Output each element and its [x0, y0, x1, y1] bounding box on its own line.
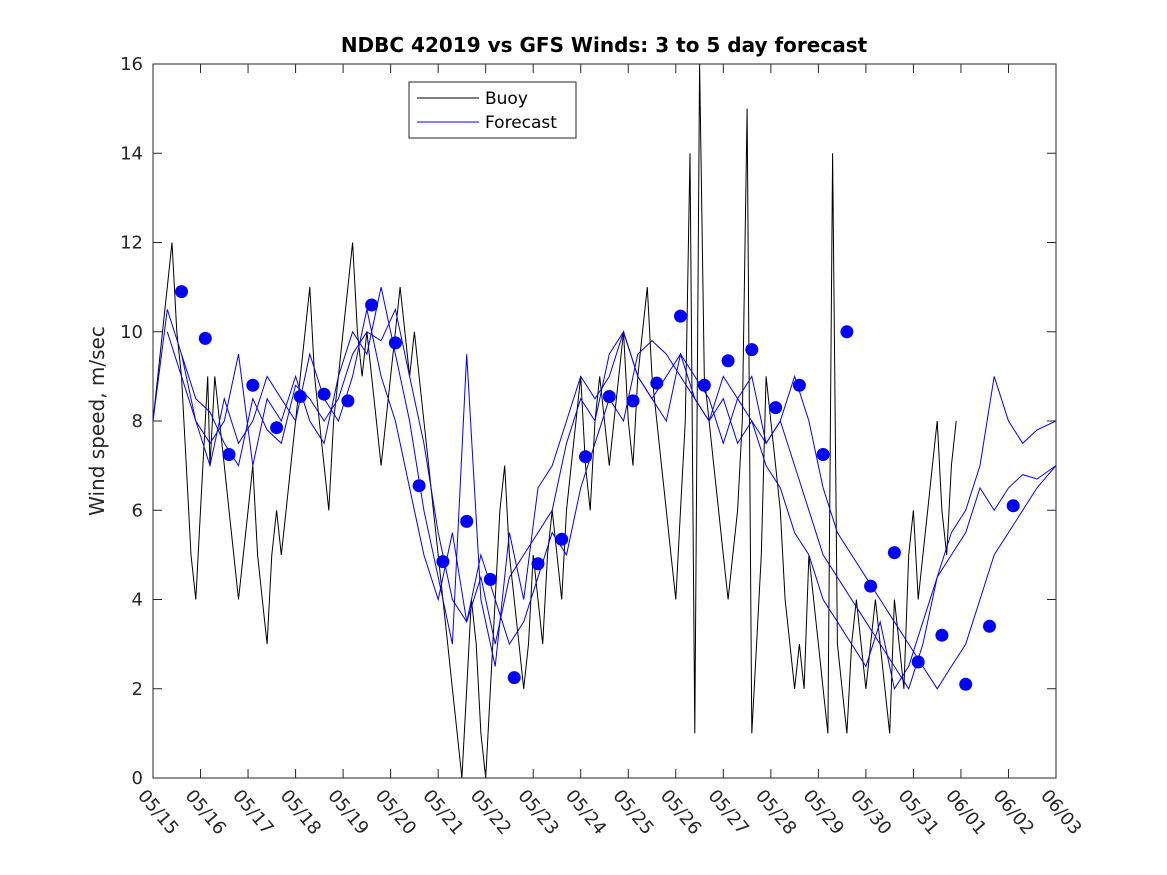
plot-area: 024681012141605/1505/1605/1705/1805/1905…: [120, 54, 1086, 839]
forecast-point: [864, 579, 878, 593]
x-tick-label: 05/15: [133, 786, 182, 839]
forecast-point: [745, 343, 759, 357]
forecast-point: [792, 378, 806, 392]
x-tick-label: 05/26: [656, 786, 705, 839]
forecast-point: [317, 387, 331, 401]
legend-buoy-label: Buoy: [485, 89, 528, 109]
forecast-point: [769, 401, 783, 415]
x-tick-label: 05/16: [181, 786, 230, 839]
forecast-point: [983, 619, 996, 633]
forecast-point: [365, 298, 379, 312]
forecast-point: [460, 514, 474, 528]
forecast-point: [293, 390, 307, 403]
forecast-line-2: [166, 286, 1057, 690]
x-tick-label: 05/22: [466, 786, 515, 839]
x-tick-label: 05/18: [276, 786, 325, 839]
forecast-point: [507, 671, 521, 685]
forecast-point: [270, 421, 284, 435]
forecast-point: [483, 572, 497, 586]
forecast-point: [674, 309, 687, 323]
forecast-point: [911, 655, 925, 669]
y-tick-label: 0: [132, 768, 143, 789]
y-tick-label: 14: [120, 143, 143, 164]
forecast-point: [436, 555, 450, 569]
y-tick-label: 16: [120, 54, 143, 75]
x-tick-label: 05/21: [418, 786, 467, 839]
forecast-point: [579, 450, 592, 464]
forecast-points: [175, 285, 1020, 691]
forecast-point: [626, 394, 640, 408]
y-tick-label: 10: [120, 322, 143, 343]
forecast-line-3: [181, 309, 1057, 691]
buoy-line: [152, 63, 957, 779]
forecast-point: [697, 378, 711, 392]
legend-forecast-label: Forecast: [485, 113, 557, 133]
y-tick-label: 8: [132, 411, 143, 432]
x-tick-label: 05/20: [371, 786, 420, 839]
forecast-point: [650, 376, 664, 390]
forecast-point: [412, 479, 426, 493]
forecast-point: [721, 354, 735, 368]
forecast-point: [1006, 499, 1020, 513]
x-tick-label: 05/29: [799, 786, 848, 839]
x-tick-label: 05/19: [323, 786, 372, 839]
legend: Buoy Forecast: [408, 81, 577, 139]
forecast-point: [816, 448, 830, 461]
x-tick-label: 05/31: [894, 786, 943, 839]
x-tick-label: 06/02: [989, 786, 1038, 839]
forecast-point: [602, 390, 616, 403]
x-tick-label: 05/30: [846, 786, 895, 839]
forecast-point: [198, 331, 212, 345]
y-tick-label: 4: [132, 590, 143, 611]
forecast-point: [175, 285, 188, 299]
x-tick-label: 05/17: [228, 786, 277, 839]
forecast-point: [388, 336, 402, 350]
x-tick-label: 05/23: [513, 786, 562, 839]
forecast-point: [840, 325, 854, 339]
legend-box: [408, 81, 577, 139]
forecast-point: [555, 532, 569, 546]
x-tick-label: 05/24: [561, 786, 610, 839]
y-tick-label: 12: [120, 233, 143, 254]
forecast-point: [246, 378, 260, 392]
x-tick-label: 06/01: [941, 786, 990, 839]
y-tick-label: 6: [132, 500, 143, 521]
forecast-point: [959, 677, 973, 691]
forecast-point: [341, 394, 355, 408]
y-tick-label: 2: [132, 679, 143, 700]
y-axis-label: Wind speed, m/sec: [85, 326, 109, 516]
forecast-point: [935, 628, 949, 642]
buoy-series: [152, 63, 957, 779]
chart-title: NDBC 42019 vs GFS Winds: 3 to 5 day fore…: [341, 33, 868, 57]
forecast-point: [887, 546, 901, 560]
x-tick-label: 05/25: [608, 786, 657, 839]
x-tick-label: 05/27: [703, 786, 752, 839]
forecast-point: [531, 557, 545, 571]
forecast-point: [222, 448, 236, 461]
x-tick-label: 06/03: [1036, 786, 1085, 839]
x-tick-label: 05/28: [751, 786, 800, 839]
